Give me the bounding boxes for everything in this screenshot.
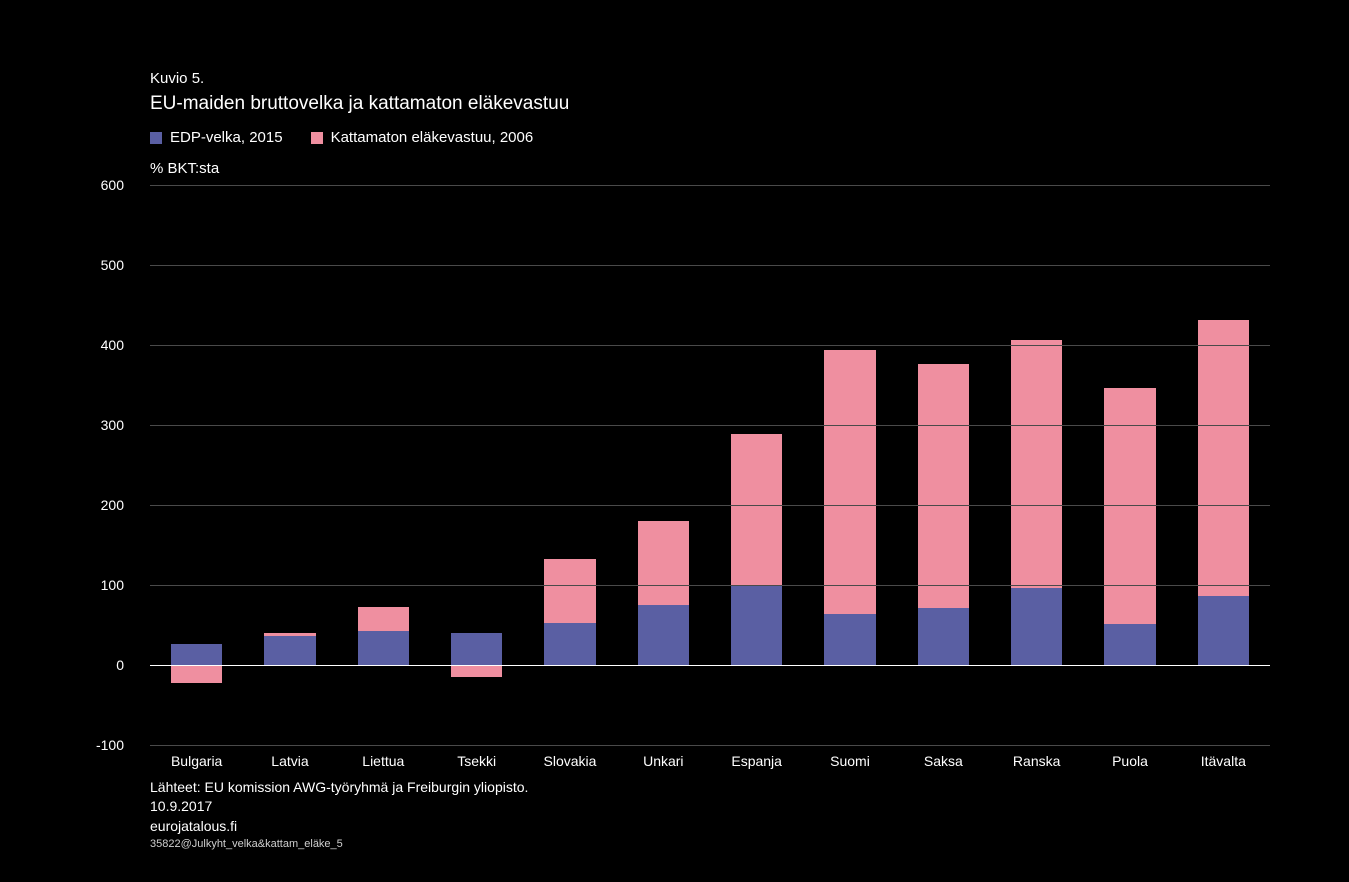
bar-segment-pension: [731, 434, 782, 586]
bar-group: Itävalta: [1198, 185, 1249, 745]
legend-label: EDP-velka, 2015: [170, 129, 283, 146]
xtick-label: Liettua: [362, 753, 404, 769]
bar-segment-edp: [1011, 588, 1062, 665]
bar-group: Puola: [1104, 185, 1155, 745]
bar-group: Saksa: [918, 185, 969, 745]
bar-segment-edp: [451, 633, 502, 665]
ytick-label: -100: [96, 737, 124, 753]
bar-segment-pension: [544, 559, 595, 623]
legend-item: Kattamaton eläkevastuu, 2006: [311, 129, 534, 146]
bar-segment-pension: [918, 364, 969, 608]
xtick-label: Unkari: [643, 753, 683, 769]
xtick-label: Latvia: [271, 753, 308, 769]
bar-segment-edp: [824, 614, 875, 665]
xtick-label: Suomi: [830, 753, 870, 769]
bar-segment-pension: [1198, 320, 1249, 596]
figure-number: Kuvio 5.: [150, 70, 1270, 87]
bar-segment-edp: [358, 631, 409, 665]
bar-group: Ranska: [1011, 185, 1062, 745]
legend-label: Kattamaton eläkevastuu, 2006: [331, 129, 534, 146]
legend-swatch: [311, 132, 323, 144]
legend: EDP-velka, 2015 Kattamaton eläkevastuu, 2…: [150, 129, 1270, 146]
gridline: [150, 585, 1270, 586]
ytick-label: 200: [101, 497, 124, 513]
bar-segment-edp: [731, 586, 782, 665]
bar-segment-edp: [544, 623, 595, 665]
xtick-label: Saksa: [924, 753, 963, 769]
xtick-label: Espanja: [731, 753, 782, 769]
bar-segment-edp: [171, 644, 222, 665]
gridline: [150, 345, 1270, 346]
bar-segment-pension: [171, 665, 222, 683]
ytick-label: 400: [101, 337, 124, 353]
xtick-label: Bulgaria: [171, 753, 222, 769]
ytick-label: 500: [101, 257, 124, 273]
ytick-label: 0: [116, 657, 124, 673]
bar-segment-edp: [918, 608, 969, 665]
bar-group: Bulgaria: [171, 185, 222, 745]
date-text: 10.9.2017: [150, 797, 528, 817]
bar-segment-edp: [264, 636, 315, 665]
bar-group: Unkari: [638, 185, 689, 745]
xtick-label: Itävalta: [1201, 753, 1246, 769]
gridline: [150, 745, 1270, 746]
bar-segment-pension: [264, 633, 315, 636]
plot-area: -1000100200300400500600 BulgariaLatviaLi…: [150, 185, 1270, 745]
bar-segment-pension: [451, 665, 502, 677]
bar-segment-pension: [824, 350, 875, 614]
y-axis-label: % BKT:sta: [150, 160, 1270, 177]
title-block: Kuvio 5. EU-maiden bruttovelka ja kattam…: [150, 70, 1270, 177]
xtick-label: Ranska: [1013, 753, 1060, 769]
bar-segment-pension: [638, 521, 689, 605]
bar-group: Latvia: [264, 185, 315, 745]
gridline: [150, 185, 1270, 186]
legend-item: EDP-velka, 2015: [150, 129, 283, 146]
ytick-label: 100: [101, 577, 124, 593]
baseline: [150, 665, 1270, 666]
bar-segment-pension: [1011, 340, 1062, 588]
bar-segment-pension: [1104, 388, 1155, 624]
gridline: [150, 265, 1270, 266]
bar-group: Espanja: [731, 185, 782, 745]
xtick-label: Tsekki: [457, 753, 496, 769]
bar-segment-pension: [358, 607, 409, 631]
bar-group: Slovakia: [544, 185, 595, 745]
chart-title: EU-maiden bruttovelka ja kattamaton eläk…: [150, 93, 1270, 115]
chart-id: 35822@Julkyht_velka&kattam_eläke_5: [150, 837, 528, 852]
bar-segment-edp: [638, 605, 689, 665]
bars-layer: Bulgaria Latvia Liettua Tsekki Slovakia Unkar…: [150, 185, 1270, 745]
ytick-label: 600: [101, 177, 124, 193]
gridline: [150, 425, 1270, 426]
xtick-label: Puola: [1112, 753, 1148, 769]
bar-group: Tsekki: [451, 185, 502, 745]
bar-segment-edp: [1104, 624, 1155, 665]
source-text: Lähteet: EU komission AWG-työryhmä ja Fr…: [150, 778, 528, 798]
legend-swatch: [150, 132, 162, 144]
chart-container: Kuvio 5. EU-maiden bruttovelka ja kattam…: [150, 70, 1270, 745]
chart-footer: Lähteet: EU komission AWG-työryhmä ja Fr…: [150, 778, 528, 852]
bar-group: Liettua: [358, 185, 409, 745]
gridline: [150, 505, 1270, 506]
bar-segment-edp: [1198, 596, 1249, 665]
site-text: eurojatalous.fi: [150, 817, 528, 837]
xtick-label: Slovakia: [544, 753, 597, 769]
ytick-label: 300: [101, 417, 124, 433]
bar-group: Suomi: [824, 185, 875, 745]
